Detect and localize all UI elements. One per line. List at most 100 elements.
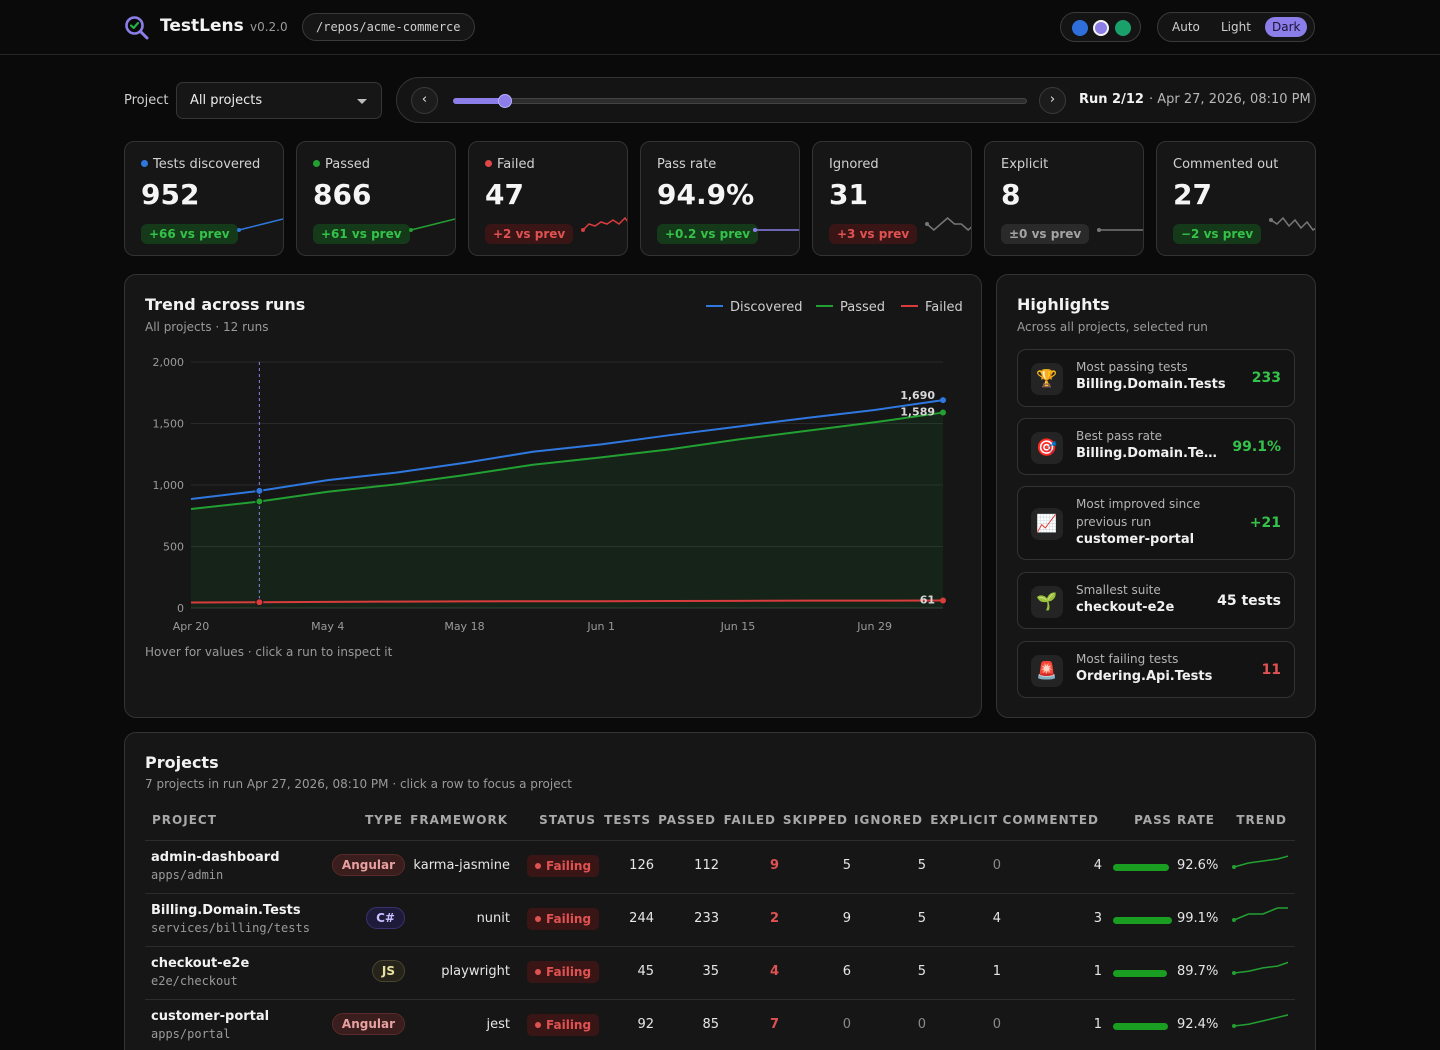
table-row[interactable]: customer-portal apps/portal Angular jest Fai… — [145, 999, 1295, 1050]
next-run-button[interactable]: › — [1039, 87, 1066, 114]
skipped-cell: 9 — [842, 911, 851, 926]
stat-card[interactable]: Passed 866 +61 vs prev — [296, 141, 456, 256]
app-version: v0.2.0 — [250, 20, 288, 34]
theme-option-dark[interactable]: Dark — [1265, 17, 1308, 37]
pass-rate-bar — [1113, 917, 1172, 924]
column-header-skipped[interactable]: SKIPPED — [782, 813, 848, 827]
skipped-cell: 0 — [842, 1017, 851, 1032]
ignored-cell: 5 — [917, 964, 926, 979]
legend-failed[interactable]: Failed — [901, 300, 963, 315]
explicit-cell: 1 — [992, 964, 1001, 979]
x-tick-label: Jun 29 — [856, 620, 892, 633]
legend-discovered[interactable]: Discovered — [706, 300, 803, 315]
pass-rate-text: 92.4% — [1177, 1017, 1219, 1032]
column-header-passed[interactable]: PASSED — [658, 813, 716, 827]
table-row[interactable]: admin-dashboard apps/admin Angular karma-ja… — [145, 840, 1295, 893]
x-tick-label: May 18 — [444, 620, 484, 633]
trend-chart[interactable]: 0 500 1,000 1,500 2,000 Apr 20 May 4 May 18 Jun … — [125, 275, 983, 635]
sparkline-start-dot — [1232, 971, 1236, 975]
stat-sparkline — [1269, 216, 1315, 232]
sparkline-start-dot — [237, 228, 241, 232]
stat-card[interactable]: Pass rate 94.9% +0.2 vs prev — [640, 141, 800, 256]
stat-card[interactable]: Commented out 27 −2 vs prev — [1156, 141, 1316, 256]
run-slider-fill — [453, 98, 506, 104]
column-header-tests[interactable]: TESTS — [604, 813, 651, 827]
status-badge: Failing — [527, 961, 600, 983]
stat-dot-icon — [313, 160, 320, 167]
previous-run-button[interactable]: ‹ — [411, 87, 438, 114]
sparkline-start-dot — [925, 222, 929, 226]
stat-card[interactable]: Explicit 8 ±0 vs prev — [984, 141, 1144, 256]
accent-swatch-green[interactable] — [1115, 20, 1131, 36]
stat-label: Pass rate — [657, 157, 716, 172]
status-text: Failing — [546, 965, 592, 979]
stat-card[interactable]: Ignored 31 +3 vs prev — [812, 141, 972, 256]
end-label-discovered: 1,690 — [900, 389, 935, 402]
stat-sparkline — [753, 228, 799, 232]
column-header-status[interactable]: STATUS — [539, 813, 596, 827]
app-title: TestLens — [160, 16, 244, 36]
column-header-commented[interactable]: COMMENTED — [1002, 813, 1099, 827]
skipped-cell: 5 — [842, 858, 851, 873]
project-path: services/billing/tests — [151, 921, 310, 935]
end-label-failed: 61 — [920, 593, 935, 606]
seedling-icon: 🌱 — [1031, 585, 1063, 618]
column-header-project[interactable]: PROJECT — [152, 813, 217, 827]
stat-card[interactable]: Failed 47 +2 vs prev — [468, 141, 628, 256]
legend-passed[interactable]: Passed — [816, 300, 885, 315]
tests-cell: 244 — [629, 911, 654, 926]
table-row[interactable]: checkout-e2e e2e/checkout JS playwright Fail… — [145, 946, 1295, 999]
run-slider-thumb[interactable] — [498, 94, 513, 108]
stat-label: Passed — [313, 157, 370, 172]
theme-option-light[interactable]: Light — [1221, 20, 1251, 34]
column-header-type[interactable]: TYPE — [365, 813, 403, 827]
highlight-card[interactable]: 🚨 Most failing tests Ordering.Api.Tests 11 — [1017, 641, 1295, 698]
highlight-card[interactable]: 🎯 Best pass rate Billing.Domain.Te… 99.1% — [1017, 418, 1295, 475]
explicit-cell: 4 — [992, 911, 1001, 926]
project-select[interactable]: All projects — [176, 82, 382, 119]
stat-delta-badge: +66 vs prev — [141, 224, 238, 244]
column-header-trend[interactable]: TREND — [1236, 813, 1287, 827]
run-slider-track[interactable] — [453, 98, 1027, 104]
failed-cell: 7 — [769, 1017, 779, 1032]
explicit-cell: 0 — [992, 1017, 1001, 1032]
accent-swatch-purple[interactable] — [1093, 20, 1109, 36]
passed-area — [191, 412, 943, 608]
highlights-subtitle: Across all projects, selected run — [1017, 320, 1208, 334]
highlight-label: Best pass rate — [1076, 429, 1163, 443]
column-header-ignored[interactable]: IGNORED — [854, 813, 923, 827]
stat-card[interactable]: Tests discovered 952 +66 vs prev — [124, 141, 284, 256]
highlights-panel: Highlights Across all projects, selected… — [996, 274, 1316, 718]
selected-point-passed — [255, 497, 264, 506]
column-header-pass-rate[interactable]: PASS RATE — [1134, 813, 1215, 827]
highlight-label: Smallest suite — [1076, 583, 1161, 597]
highlight-card[interactable]: 🏆 Most passing tests Billing.Domain.Tests 2… — [1017, 349, 1295, 407]
repo-path-pill[interactable]: /repos/acme-commerce — [302, 13, 475, 41]
status-dot-icon — [535, 916, 541, 922]
trophy-icon: 🏆 — [1031, 363, 1063, 395]
highlight-name: customer-portal — [1076, 532, 1195, 547]
highlight-card[interactable]: 📈 Most improved since previous run custome… — [1017, 486, 1295, 560]
skipped-cell: 6 — [842, 964, 851, 979]
pass-rate-text: 89.7% — [1177, 964, 1219, 979]
accent-swatch-blue[interactable] — [1072, 20, 1088, 36]
stat-sparkline — [581, 216, 627, 232]
sparkline-path — [1233, 855, 1288, 868]
table-row[interactable]: Billing.Domain.Tests services/billing/tes… — [145, 893, 1295, 946]
trend-sparkline — [1232, 1014, 1288, 1028]
column-header-explicit[interactable]: EXPLICIT — [930, 813, 998, 827]
project-name: customer-portal — [151, 1009, 270, 1024]
column-header-framework[interactable]: FRAMEWORK — [410, 813, 508, 827]
trend-sparkline — [1232, 961, 1288, 975]
theme-option-auto[interactable]: Auto — [1172, 20, 1200, 34]
column-header-failed[interactable]: FAILED — [723, 813, 776, 827]
highlight-card[interactable]: 🌱 Smallest suite checkout-e2e 45 tests — [1017, 572, 1295, 629]
stat-sparkline — [1097, 228, 1143, 232]
highlight-label: Most failing tests — [1076, 652, 1179, 666]
stat-value: 94.9% — [657, 178, 755, 211]
stat-delta-badge: ±0 vs prev — [1001, 224, 1090, 244]
stat-label-text: Tests discovered — [153, 157, 261, 172]
project-path: e2e/checkout — [151, 974, 238, 988]
stat-label: Commented out — [1173, 157, 1278, 172]
commented-cell: 1 — [1093, 1017, 1102, 1032]
